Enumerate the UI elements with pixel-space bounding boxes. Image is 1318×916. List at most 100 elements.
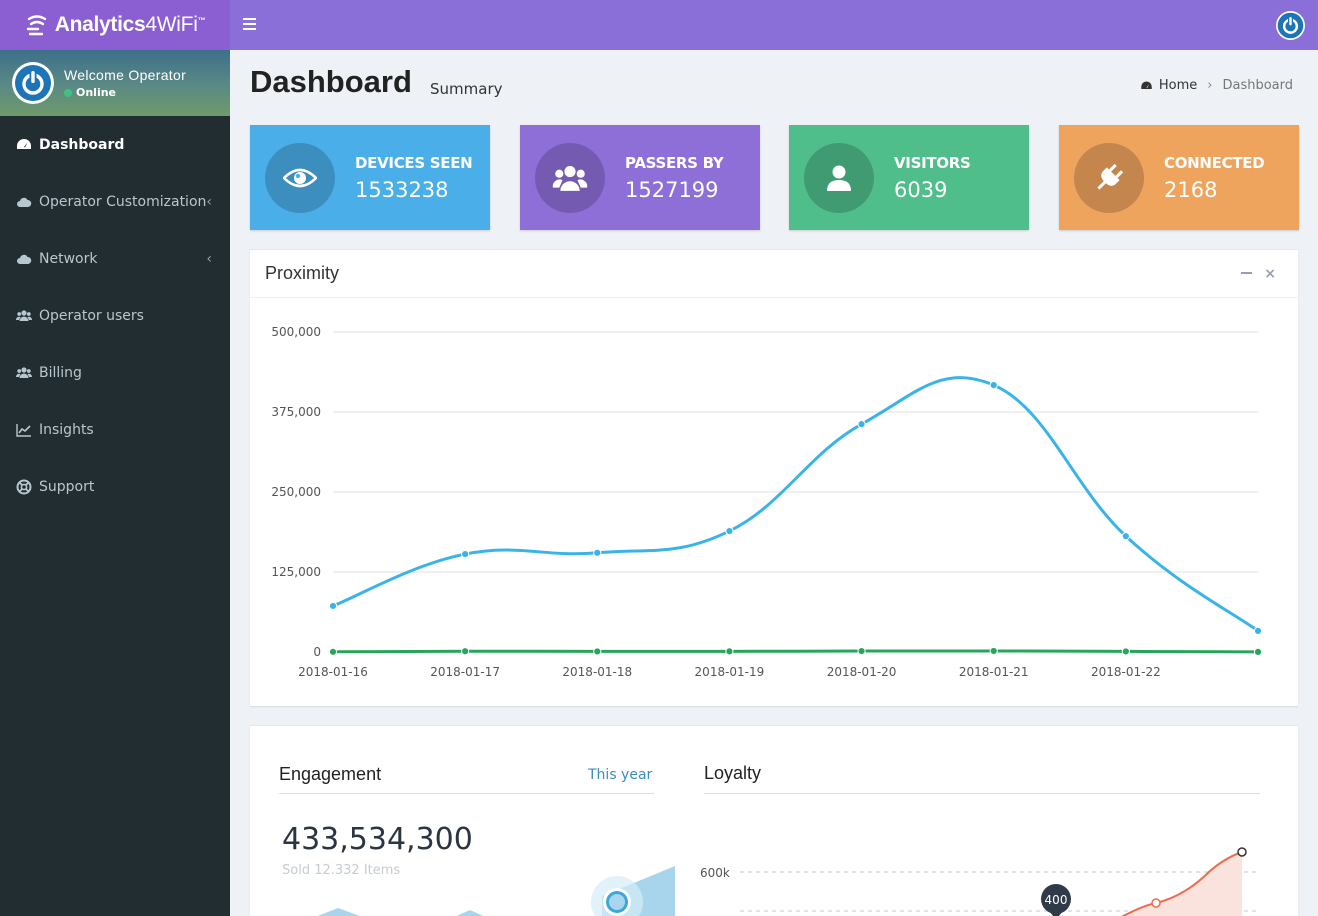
plug-icon (1074, 142, 1144, 213)
user-name: Welcome Operator (64, 67, 187, 83)
power-icon (1277, 12, 1304, 39)
breadcrumb-current: Dashboard (1222, 78, 1293, 93)
power-icon (15, 65, 51, 101)
line-chart-icon (16, 423, 31, 437)
series-line-0 (332, 376, 1259, 633)
sidebar-item-network[interactable]: Network ‹ (0, 230, 230, 287)
devices-seen-box[interactable]: DEVICES SEEN 1533238 (250, 125, 490, 230)
data-point (593, 548, 602, 557)
sidebar: Analytics4WiFi™ Welcome Operator Online … (0, 0, 230, 916)
engagement-subtext: Sold 12.332 Items (282, 863, 401, 878)
period-selector[interactable]: This year (588, 767, 653, 783)
sidebar-item-operator-users[interactable]: Operator users (0, 287, 230, 344)
passers-by-value: 1527199 (625, 177, 719, 202)
y-tick-label: 125,000 (271, 565, 321, 579)
loyalty-tooltip (1041, 884, 1071, 914)
cloud-icon (17, 197, 32, 207)
passers-by-box[interactable]: PASSERS BY 1527199 (520, 125, 760, 230)
page-title: Dashboard (250, 64, 412, 99)
brand-name: Analytics4WiFi™ (54, 13, 206, 36)
data-point (328, 601, 338, 611)
connected-label: CONNECTED (1164, 153, 1265, 172)
loyalty-point[interactable] (1151, 898, 1161, 908)
data-point (725, 647, 734, 656)
engagement-title: Engagement (279, 764, 382, 784)
x-tick-label: 2018-01-16 (298, 665, 368, 679)
hamburger-menu-icon[interactable] (243, 18, 256, 30)
sidebar-item-insights[interactable]: Insights (0, 401, 230, 458)
x-tick-label: 2018-01-18 (562, 665, 632, 679)
close-icon[interactable]: × (1264, 266, 1276, 282)
proximity-chart: 0 125,000 250,000 375,000 500,000 2018-01-16 2… (271, 325, 1263, 679)
lifebuoy-icon (16, 479, 32, 494)
dashboard-icon (17, 138, 31, 149)
y-tick-label: 375,000 (271, 405, 321, 419)
users-icon (535, 142, 605, 213)
data-point (461, 549, 470, 559)
data-point (1121, 532, 1130, 541)
connected-value: 2168 (1164, 177, 1218, 202)
data-point (1253, 626, 1263, 635)
visitors-label: VISITORS (894, 153, 971, 172)
data-point (593, 647, 602, 656)
user-panel: Welcome Operator Online (0, 50, 230, 116)
users-icon (16, 366, 32, 378)
sidebar-item-support[interactable]: Support (0, 458, 230, 515)
breadcrumb-separator: › (1207, 78, 1213, 93)
sidebar-item-operator-customization[interactable]: Operator Customization ‹ (0, 173, 230, 230)
breadcrumb-home-link[interactable]: Home (1158, 78, 1198, 93)
loyalty-tooltip-tail (1050, 912, 1062, 916)
series-line-1 (332, 649, 1259, 654)
engagement-shape (456, 910, 484, 916)
connected-box[interactable]: CONNECTED 2168 (1059, 125, 1299, 230)
user-menu-button[interactable] (1276, 11, 1305, 40)
visitors-value: 6039 (894, 177, 948, 202)
online-dot-icon (64, 88, 72, 97)
y-tick-label: 500,000 (271, 325, 321, 339)
loyalty-point[interactable] (1237, 847, 1247, 857)
x-tick-label: 2018-01-21 (959, 665, 1029, 679)
proximity-panel: 0 125,000 250,000 375,000 500,000 2018-01-16 2… (250, 249, 1298, 706)
users-icon (16, 309, 32, 321)
sidebar-menu: Dashboard Operator Customization ‹ Netwo… (0, 116, 230, 515)
y-tick-label: 250,000 (271, 485, 321, 499)
brand-logo[interactable]: Analytics4WiFi™ (0, 0, 230, 50)
devices-seen-value: 1533238 (355, 177, 449, 202)
loyalty-line (1121, 851, 1243, 916)
x-tick-label: 2018-01-22 (1091, 665, 1161, 679)
user-icon (804, 142, 874, 213)
visitors-box[interactable]: VISITORS 6039 (789, 125, 1029, 230)
loyalty-area (1123, 852, 1242, 916)
data-point (989, 646, 998, 656)
minimize-icon[interactable] (1241, 272, 1252, 274)
passers-by-label: PASSERS BY (625, 153, 724, 172)
engagement-loyalty-panel: 600k 400 Engagement This year 433,534,30… (250, 725, 1298, 916)
cloud-icon (17, 254, 32, 264)
loyalty-tooltip-value: 400 (1045, 893, 1068, 907)
wifi-logo-icon (26, 15, 46, 36)
breadcrumb: Home › Dashboard (1140, 78, 1293, 93)
x-tick-label: 2018-01-19 (695, 665, 765, 679)
proximity-title: Proximity (265, 263, 340, 283)
engagement-value: 433,534,300 (282, 822, 473, 857)
data-point (857, 646, 866, 656)
data-point (989, 381, 998, 390)
engagement-shape (317, 908, 360, 916)
loyalty-title: Loyalty (704, 763, 762, 783)
chevron-left-icon: ‹ (206, 193, 212, 210)
chevron-left-icon: ‹ (206, 250, 212, 267)
sidebar-item-dashboard[interactable]: Dashboard (0, 116, 230, 173)
user-status: Online (64, 86, 186, 99)
loyalty-divider (704, 793, 1260, 794)
loyalty-ytick: 600k (700, 866, 730, 880)
avatar (12, 62, 54, 104)
data-point (461, 647, 470, 656)
bottom-graphics: 600k 400 (317, 847, 1258, 916)
y-tick-label: 0 (313, 645, 321, 659)
sidebar-item-billing[interactable]: Billing (0, 344, 230, 401)
eye-icon (265, 142, 335, 213)
page-subtitle: Summary (430, 80, 503, 98)
x-tick-label: 2018-01-17 (430, 665, 500, 679)
data-point (1253, 647, 1263, 656)
top-navbar (230, 0, 1318, 50)
